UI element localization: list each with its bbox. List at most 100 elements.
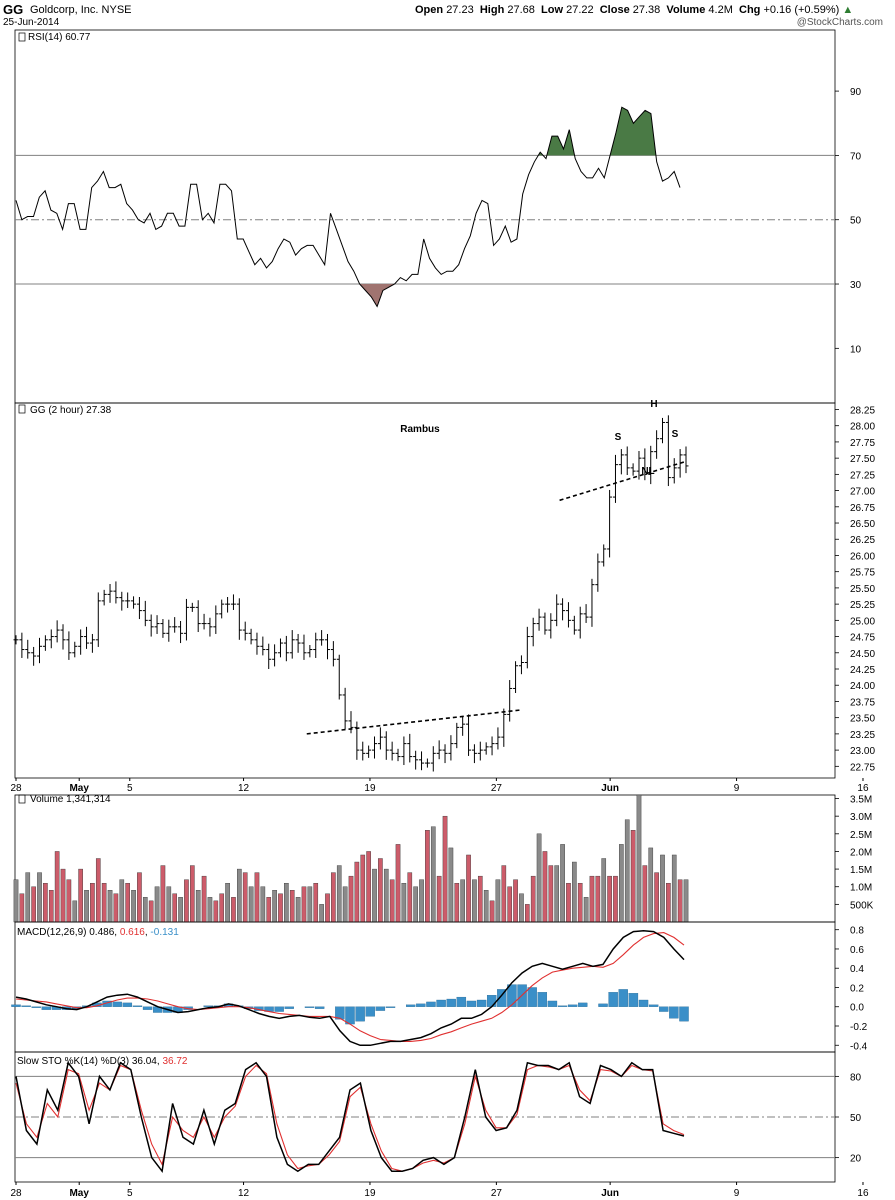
volume-bar xyxy=(154,886,160,923)
volume-bar xyxy=(160,865,166,923)
price-bar xyxy=(183,598,189,641)
price-bar xyxy=(84,626,90,649)
macd-histogram-bar xyxy=(335,1006,345,1020)
volume-bar xyxy=(78,868,83,923)
volume-bar xyxy=(48,890,54,923)
price-bar xyxy=(319,630,325,646)
price-bar xyxy=(477,741,483,761)
price-bar xyxy=(289,630,295,659)
price-bar xyxy=(301,634,307,660)
volume-bar xyxy=(219,893,225,923)
volume-bar xyxy=(636,794,642,923)
volume-bar xyxy=(419,879,424,923)
price-bar xyxy=(642,448,648,481)
price-tick-label: 24.00 xyxy=(850,681,875,692)
macd-tick-label: 0.8 xyxy=(850,926,864,937)
volume-bar xyxy=(119,879,125,923)
volume-bar xyxy=(460,879,465,923)
macd-histogram-bar xyxy=(486,995,497,1007)
volume-bar xyxy=(624,819,630,923)
price-bar xyxy=(372,736,378,759)
date-tick-label: 19 xyxy=(364,783,376,794)
volume-bar xyxy=(536,833,542,923)
price-bar xyxy=(466,714,472,756)
price-bar xyxy=(524,626,530,669)
price-tick-label: 27.25 xyxy=(850,470,875,481)
volume-bar xyxy=(131,890,136,923)
volume-bar xyxy=(289,890,295,923)
volume-bar xyxy=(301,886,307,923)
stochastic-label: Slow STO %K(14) %D(3) 36.04, 36.72 xyxy=(17,1056,188,1067)
volume-bar xyxy=(195,890,201,923)
volume-bar xyxy=(84,890,89,923)
volume-bar xyxy=(477,875,483,923)
price-bar xyxy=(554,594,560,627)
chart-date: 25-Jun-2014 xyxy=(3,17,60,28)
volume-bar xyxy=(630,830,636,923)
price-bar xyxy=(560,598,566,621)
price-bar xyxy=(436,740,442,760)
volume-bar xyxy=(660,854,665,923)
symbol: GG xyxy=(3,2,24,17)
macd-histogram-bar xyxy=(406,1004,416,1007)
rsi-line xyxy=(15,106,681,308)
stochastic-d-line xyxy=(15,1064,685,1172)
volume-bar xyxy=(671,854,677,923)
price-bar xyxy=(601,544,607,567)
volume-legend-icon xyxy=(18,794,26,804)
price-bar xyxy=(13,635,19,645)
volume-bar xyxy=(666,882,671,923)
volume-bar xyxy=(178,897,183,923)
price-tick-label: 25.50 xyxy=(850,584,875,595)
macd-histogram-bar xyxy=(375,1006,386,1011)
macd-histogram-bar xyxy=(679,1006,689,1022)
macd-histogram-bar xyxy=(122,1002,133,1007)
price-bar xyxy=(295,633,301,653)
macd-histogram-bar xyxy=(638,999,649,1007)
volume-bar xyxy=(295,897,301,923)
volume-bar xyxy=(454,882,460,923)
price-bar xyxy=(225,596,231,613)
volume-bar xyxy=(495,879,501,923)
macd-histogram-bar xyxy=(314,1006,325,1009)
neckline-label: NL xyxy=(641,466,654,477)
volume-bar xyxy=(278,893,283,923)
volume-bar xyxy=(466,854,471,923)
date-tick-label: 5 xyxy=(127,1188,133,1199)
macd-histogram-bar xyxy=(537,992,548,1007)
volume-bar xyxy=(254,872,260,923)
price-tick-label: 26.00 xyxy=(850,551,875,562)
volume-bar xyxy=(413,886,418,923)
macd-histogram-bar xyxy=(527,987,537,1007)
volume-bar xyxy=(25,872,31,923)
volume-bar xyxy=(225,882,230,923)
price-tick-label: 26.75 xyxy=(850,503,875,514)
price-tick-label: 23.25 xyxy=(850,730,875,741)
macd-histogram-bar xyxy=(355,1006,365,1022)
volume-bar xyxy=(331,872,336,923)
volume-bar xyxy=(113,893,119,923)
volume-bar xyxy=(272,890,277,923)
price-panel xyxy=(14,402,836,779)
volume-bar xyxy=(336,865,342,923)
date-tick-label: May xyxy=(69,783,89,794)
price-bar xyxy=(483,742,489,755)
macd-histogram-bar xyxy=(11,1004,21,1007)
volume-bar xyxy=(19,893,25,923)
volume-bar xyxy=(642,865,648,923)
macd-histogram-bar xyxy=(416,1003,426,1007)
price-bar xyxy=(419,751,425,771)
up-arrow-icon: ▲ xyxy=(842,4,854,16)
volume-bar xyxy=(66,879,72,923)
macd-histogram-bar xyxy=(557,1005,568,1007)
rsi-tick-label: 30 xyxy=(850,280,862,291)
shoulder-right-label: S xyxy=(672,429,679,440)
rambus-annotation: Rambus xyxy=(400,424,440,435)
price-bar xyxy=(395,748,401,762)
macd-histogram-bar xyxy=(659,1006,669,1012)
price-bar xyxy=(113,581,119,604)
macd-histogram-bar xyxy=(31,1006,41,1008)
price-bar xyxy=(277,638,283,658)
price-bar xyxy=(324,633,330,660)
